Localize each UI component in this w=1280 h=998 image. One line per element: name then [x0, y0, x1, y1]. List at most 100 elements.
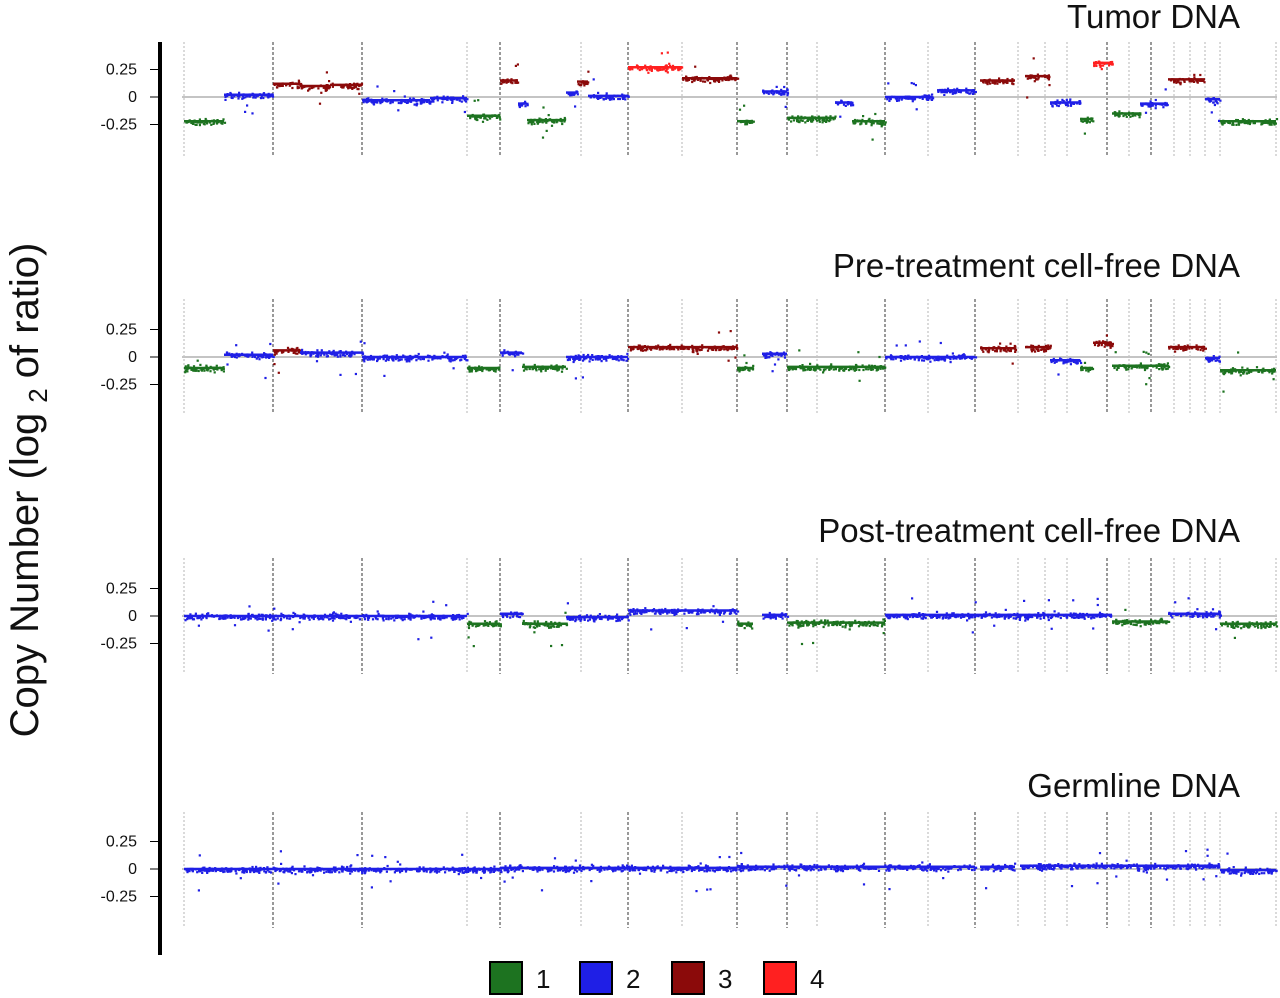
data-point [1233, 636, 1236, 639]
data-point [1054, 615, 1058, 618]
data-point [544, 367, 547, 370]
data-point [605, 92, 608, 95]
data-point [389, 102, 392, 105]
data-point [951, 90, 954, 93]
data-point [618, 619, 622, 622]
data-point [330, 871, 334, 874]
data-point [350, 86, 353, 89]
data-point [1064, 361, 1067, 364]
data-point [1111, 345, 1114, 348]
data-point [1207, 359, 1210, 362]
data-point [718, 348, 721, 351]
data-point [1269, 621, 1272, 624]
data-point [1180, 615, 1183, 618]
data-point [691, 611, 694, 614]
data-point [811, 622, 814, 625]
data-point [441, 101, 444, 104]
data-point [223, 870, 226, 873]
data-point [725, 78, 728, 81]
data-point [602, 98, 605, 101]
data-point [918, 612, 921, 615]
data-point [729, 330, 732, 333]
data-point [647, 67, 651, 70]
data-point [925, 358, 928, 361]
data-point [207, 612, 210, 615]
data-point [644, 607, 647, 610]
data-point [347, 87, 350, 90]
data-point [832, 368, 835, 371]
data-point [973, 91, 976, 94]
data-point [674, 612, 678, 615]
data-point [643, 611, 646, 614]
data-point [898, 97, 901, 100]
data-point [219, 869, 222, 872]
data-point [685, 79, 688, 82]
data-point [1250, 370, 1253, 373]
data-point [203, 869, 206, 872]
data-point [845, 367, 848, 370]
data-point [264, 617, 267, 620]
data-point [1118, 114, 1121, 118]
data-point [327, 870, 330, 874]
data-point [234, 869, 237, 872]
data-point [1093, 63, 1096, 66]
data-point [692, 79, 695, 82]
data-point [796, 623, 799, 626]
data-point [434, 869, 438, 873]
data-point [524, 100, 527, 103]
data-point [972, 92, 975, 95]
data-point [296, 87, 299, 90]
data-point [857, 625, 861, 628]
data-point [591, 354, 594, 357]
data-point [310, 86, 313, 90]
data-point [984, 611, 988, 614]
data-point [1237, 625, 1240, 628]
data-point [257, 356, 260, 359]
data-point [870, 124, 873, 127]
data-point [241, 617, 244, 620]
data-point [1201, 616, 1205, 619]
data-point [587, 353, 590, 357]
data-point [1108, 64, 1111, 67]
data-point [1175, 81, 1178, 84]
data-point [578, 83, 582, 86]
data-point [1273, 122, 1276, 125]
data-point [1237, 122, 1240, 125]
data-point [372, 358, 375, 361]
data-point [871, 138, 874, 141]
data-point [361, 870, 364, 873]
data-point [641, 611, 644, 614]
data-point [1091, 616, 1094, 619]
data-point [340, 612, 343, 615]
data-point [583, 618, 586, 621]
data-point [771, 370, 774, 373]
data-point [545, 121, 548, 124]
data-point [1225, 621, 1228, 624]
data-point [672, 68, 675, 71]
data-point [289, 617, 292, 620]
data-point [422, 610, 425, 613]
data-point [1236, 620, 1239, 623]
data-point [482, 624, 485, 627]
data-point [771, 354, 774, 357]
data-point [792, 119, 795, 122]
data-point [666, 610, 669, 613]
data-point [342, 866, 345, 869]
data-point [695, 349, 698, 352]
data-point [722, 612, 726, 615]
data-point [952, 357, 955, 360]
data-point [1240, 370, 1243, 373]
data-point [1201, 79, 1205, 82]
data-point [712, 605, 715, 608]
data-point [881, 367, 885, 370]
data-points [185, 848, 1278, 893]
data-point [1210, 615, 1213, 618]
data-point [209, 869, 212, 872]
data-point [669, 64, 672, 67]
data-point [263, 870, 266, 873]
data-point [738, 108, 742, 111]
data-point [1083, 617, 1086, 620]
data-point [906, 357, 909, 360]
data-point [533, 631, 536, 634]
data-point [455, 616, 458, 619]
